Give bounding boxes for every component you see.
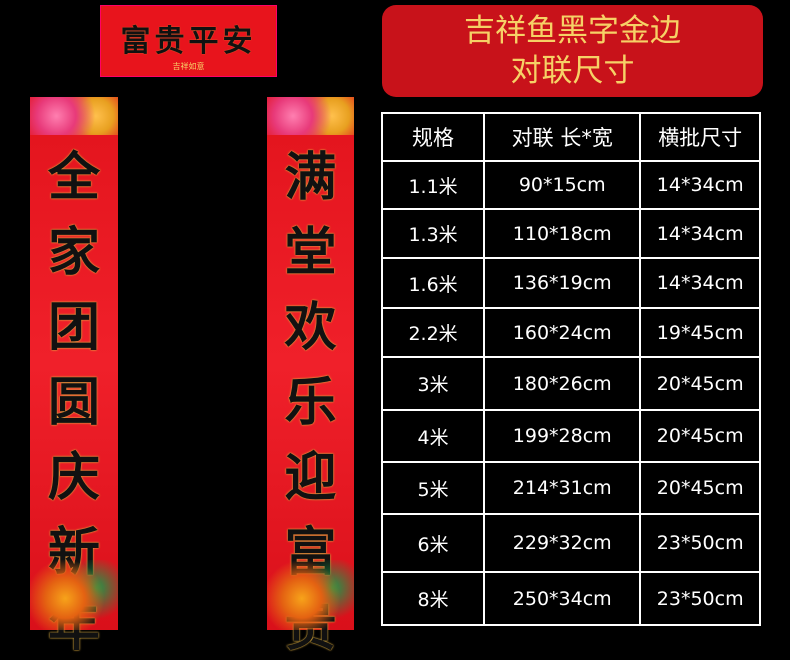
cell-banner-size: 23*50cm: [639, 571, 761, 626]
cell-banner-size: 20*45cm: [639, 356, 761, 411]
table-row: 1.6米 136*19cm 14*34cm: [380, 257, 761, 309]
couplet-character: 堂: [284, 222, 337, 283]
couplet-character: 满: [284, 147, 337, 208]
fish-decoration-icon: [30, 560, 118, 630]
banner-text: 富贵平安: [120, 24, 257, 59]
cell-spec: 6米: [380, 513, 486, 573]
cell-spec: 8米: [380, 571, 486, 626]
banner-stamp: 吉祥如意: [172, 62, 205, 71]
cell-couplet-size: 214*31cm: [483, 461, 642, 515]
couplet-character: 圆: [47, 372, 100, 433]
cell-spec: 2.2米: [380, 307, 486, 358]
couplet-character: 家: [47, 222, 100, 283]
table-row: 4米 199*28cm 20*45cm: [380, 409, 761, 463]
left-couplet: 全家团圆庆新年: [30, 97, 118, 658]
cell-spec: 1.1米: [380, 160, 486, 210]
table-row: 6米 229*32cm 23*50cm: [380, 513, 761, 573]
peony-decoration-icon: [30, 97, 118, 135]
header-spec: 规格: [380, 112, 486, 162]
cell-couplet-size: 180*26cm: [483, 356, 642, 411]
cell-banner-size: 19*45cm: [639, 307, 761, 358]
couplet-character: 欢: [284, 297, 337, 358]
cell-couplet-size: 199*28cm: [483, 409, 642, 463]
couplet-character: 庆: [47, 447, 100, 508]
cell-couplet-size: 250*34cm: [483, 571, 642, 626]
couplet-character: 团: [47, 297, 100, 358]
table-header-row: 规格 对联 长*宽 横批尺寸: [380, 112, 761, 162]
cell-spec: 4米: [380, 409, 486, 463]
cell-banner-size: 20*45cm: [639, 461, 761, 515]
cell-banner-size: 14*34cm: [639, 160, 761, 210]
right-couplet-text: 满堂欢乐迎富贵: [267, 135, 354, 658]
couplet-character: 迎: [284, 447, 337, 508]
horizontal-scroll-banner: 富贵平安 吉祥如意: [100, 5, 277, 77]
size-table: 规格 对联 长*宽 横批尺寸 1.1米 90*15cm 14*34cm 1.3米 110…: [380, 112, 761, 626]
table-row: 3米 180*26cm 20*45cm: [380, 356, 761, 411]
cell-couplet-size: 229*32cm: [483, 513, 642, 573]
cell-couplet-size: 136*19cm: [483, 257, 642, 309]
cell-banner-size: 14*34cm: [639, 208, 761, 259]
peony-decoration-icon: [267, 97, 354, 135]
cell-banner-size: 14*34cm: [639, 257, 761, 309]
cell-couplet-size: 90*15cm: [483, 160, 642, 210]
table-row: 1.1米 90*15cm 14*34cm: [380, 160, 761, 210]
table-row: 5米 214*31cm 20*45cm: [380, 461, 761, 515]
cell-spec: 5米: [380, 461, 486, 515]
title-line-2: 对联尺寸: [510, 53, 635, 89]
header-banner-size: 横批尺寸: [639, 112, 761, 162]
cell-banner-size: 20*45cm: [639, 409, 761, 463]
cell-couplet-size: 160*24cm: [483, 307, 642, 358]
header-couplet-size: 对联 长*宽: [483, 112, 642, 162]
table-row: 1.3米 110*18cm 14*34cm: [380, 208, 761, 259]
couplet-character: 全: [47, 147, 100, 208]
cell-spec: 1.6米: [380, 257, 486, 309]
left-couplet-text: 全家团圆庆新年: [30, 135, 118, 658]
cell-spec: 1.3米: [380, 208, 486, 259]
cell-banner-size: 23*50cm: [639, 513, 761, 573]
title-box: 吉祥鱼黑字金边 对联尺寸: [382, 5, 763, 97]
title-line-1: 吉祥鱼黑字金边: [464, 13, 681, 49]
table-row: 8米 250*34cm 23*50cm: [380, 571, 761, 626]
cell-couplet-size: 110*18cm: [483, 208, 642, 259]
cell-spec: 3米: [380, 356, 486, 411]
table-row: 2.2米 160*24cm 19*45cm: [380, 307, 761, 358]
fish-decoration-icon: [267, 560, 354, 630]
right-couplet: 满堂欢乐迎富贵: [267, 97, 354, 658]
couplet-character: 乐: [284, 372, 337, 433]
